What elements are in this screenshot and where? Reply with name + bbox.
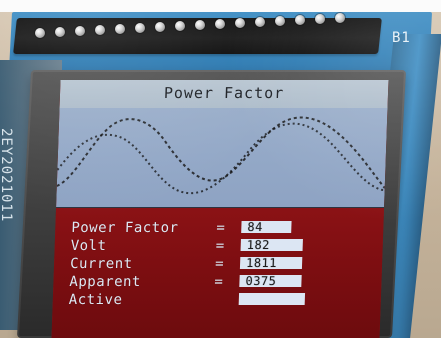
screen-title-bar: Power Factor <box>59 80 389 109</box>
waveform-plot <box>56 116 386 195</box>
header-pin <box>235 18 245 28</box>
reading-row-volt: Volt = 182 <box>70 238 388 254</box>
header-pin <box>115 24 125 34</box>
reading-equals: = <box>215 238 225 254</box>
reading-equals: = <box>216 220 226 236</box>
readings-panel: Power Factor = 84 Volt = 182 Current = 1… <box>51 208 385 338</box>
reading-label: Current <box>69 256 133 272</box>
header-pin <box>275 16 285 26</box>
header-pin <box>55 27 65 37</box>
pcb-silkscreen-text: 2EY2021011 <box>0 128 14 222</box>
board-corner-label: B1 <box>392 30 411 46</box>
reading-label: Active <box>68 292 123 308</box>
header-pin <box>295 15 305 25</box>
header-pin <box>215 19 225 29</box>
waveform-trace-a <box>56 116 386 189</box>
reading-equals: = <box>214 274 224 290</box>
header-pin <box>75 26 85 36</box>
reading-row-active: Active <box>69 292 389 308</box>
top-margin <box>0 0 441 12</box>
reading-label: Volt <box>70 238 107 254</box>
header-pin <box>195 20 205 30</box>
header-pin <box>95 25 105 35</box>
screen-title: Power Factor <box>163 84 285 102</box>
reading-equals: = <box>214 256 225 272</box>
tft-screen: Power Factor Power Factor = 84 Volt = 18… <box>51 80 389 338</box>
header-pin <box>35 28 45 38</box>
waveform-trace-b <box>56 122 385 195</box>
header-pin <box>175 21 185 31</box>
reading-label: Apparent <box>69 274 142 290</box>
header-pin <box>155 22 165 32</box>
header-pin <box>135 23 145 33</box>
reading-row-apparent: Apparent = 0375 <box>69 274 388 290</box>
reading-value: 182 <box>240 238 303 252</box>
reading-value-empty <box>238 293 306 305</box>
header-pin <box>315 14 325 24</box>
header-pin <box>335 13 345 23</box>
reading-value: 0375 <box>239 274 302 288</box>
reading-row-power-factor: Power Factor = 84 <box>71 220 388 236</box>
reading-row-current: Current = 1811 <box>70 256 389 272</box>
header-pin <box>255 17 265 27</box>
reading-value: 84 <box>241 220 292 234</box>
reading-label: Power Factor <box>71 220 179 236</box>
reading-value: 1811 <box>239 256 303 270</box>
